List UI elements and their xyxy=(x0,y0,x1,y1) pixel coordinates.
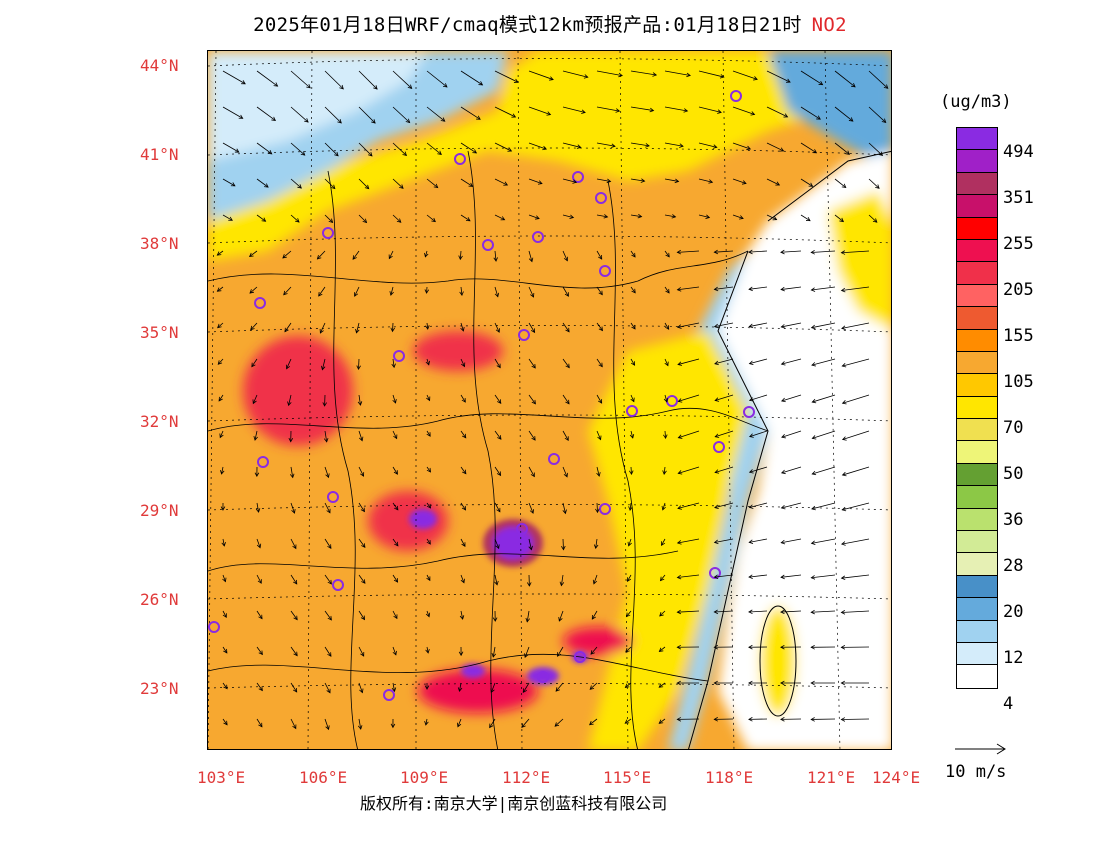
legend-label: 70 xyxy=(1003,418,1024,438)
legend-swatch xyxy=(957,598,997,621)
legend-swatch xyxy=(957,217,997,240)
vector-scale-arrow xyxy=(955,743,1006,755)
legend-label: 105 xyxy=(1003,372,1034,392)
title-text: 2025年01月18日WRF/cmaq模式12km预报产品:01月18日21时 xyxy=(253,14,802,36)
lat-label: 29°N xyxy=(140,501,179,520)
legend-label: 255 xyxy=(1003,234,1034,254)
legend-label: 351 xyxy=(1003,188,1034,208)
forecast-map xyxy=(207,50,892,750)
legend-swatch xyxy=(957,486,997,509)
legend-swatch xyxy=(957,307,997,330)
copyright: 版权所有:南京大学|南京创蓝科技有限公司 xyxy=(360,794,668,813)
lat-label: 23°N xyxy=(140,679,179,698)
lon-label: 106°E xyxy=(299,768,348,787)
legend-label: 12 xyxy=(1003,648,1024,668)
lon-label: 103°E xyxy=(197,768,246,787)
legend-swatch xyxy=(957,351,997,375)
lat-label: 35°N xyxy=(140,323,179,342)
legend-swatch xyxy=(957,239,997,263)
legend-label: 205 xyxy=(1003,280,1034,300)
lat-label: 26°N xyxy=(140,590,179,609)
legend-swatch xyxy=(957,374,997,397)
legend-swatch xyxy=(957,419,997,442)
unit-label: (ug/m3) xyxy=(940,92,1012,112)
legend-swatch xyxy=(957,463,997,487)
lat-label: 32°N xyxy=(140,412,179,431)
legend-swatch xyxy=(957,575,997,599)
color-legend xyxy=(956,127,998,689)
legend-label: 4 xyxy=(1003,694,1014,714)
map-title: 2025年01月18日WRF/cmaq模式12km预报产品:01月18日21时 N… xyxy=(0,10,1100,37)
map-svg xyxy=(208,51,891,749)
lon-label: 118°E xyxy=(705,768,754,787)
legend-swatch xyxy=(957,531,997,554)
legend-swatch xyxy=(957,396,997,420)
legend-swatch xyxy=(957,262,997,285)
lon-label: 121°E xyxy=(807,768,856,787)
legend-swatch xyxy=(957,642,997,666)
legend-swatch xyxy=(957,128,997,151)
legend-swatch xyxy=(957,150,997,173)
legend-label: 28 xyxy=(1003,556,1024,576)
legend-label: 20 xyxy=(1003,602,1024,622)
vector-scale-label: 10 m/s xyxy=(945,762,1007,782)
legend-swatch xyxy=(957,508,997,532)
legend-swatch xyxy=(957,284,997,308)
pollutant-label: NO2 xyxy=(811,14,847,36)
legend-swatch xyxy=(957,329,997,352)
legend-swatch xyxy=(957,441,997,464)
legend-swatch xyxy=(957,665,997,688)
legend-swatch xyxy=(957,553,997,576)
lon-label: 112°E xyxy=(502,768,551,787)
lat-label: 41°N xyxy=(140,145,179,164)
lat-label: 44°N xyxy=(140,56,179,75)
legend-swatch xyxy=(957,172,997,196)
legend-label: 50 xyxy=(1003,464,1024,484)
wind-vectors xyxy=(216,70,889,731)
legend-label: 494 xyxy=(1003,142,1034,162)
legend-swatch xyxy=(957,195,997,218)
lon-label: 109°E xyxy=(400,768,449,787)
lon-label: 124°E xyxy=(872,768,921,787)
legend-label: 36 xyxy=(1003,510,1024,530)
legend-swatch xyxy=(957,620,997,643)
lat-label: 38°N xyxy=(140,234,179,253)
legend-label: 155 xyxy=(1003,326,1034,346)
lon-label: 115°E xyxy=(603,768,652,787)
